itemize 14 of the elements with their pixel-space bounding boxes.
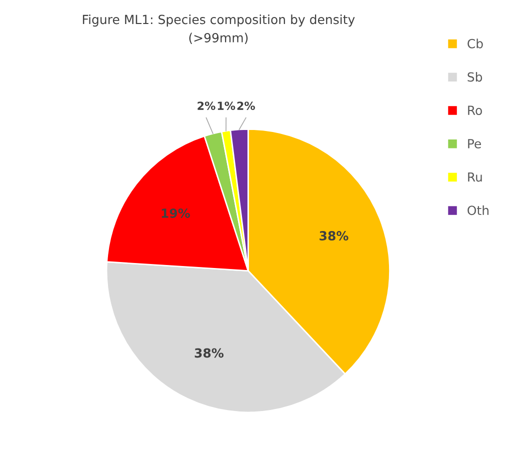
data-label: 38% bbox=[320, 231, 348, 241]
data-label: 19% bbox=[162, 208, 190, 218]
legend-label: Cb bbox=[468, 38, 483, 48]
legend-label: Ro bbox=[468, 106, 482, 116]
data-label: 2% bbox=[237, 102, 255, 110]
legend-label: Oth bbox=[468, 205, 488, 216]
chart-subtitle: (>99mm) bbox=[189, 32, 248, 44]
legend-label: Ru bbox=[468, 172, 482, 182]
chart-title: Figure ML1: Species composition by density bbox=[82, 14, 355, 27]
data-label: 38% bbox=[194, 348, 224, 358]
data-label: 2% bbox=[198, 102, 216, 110]
legend-label: Sb bbox=[468, 72, 482, 82]
legend-label: Pe bbox=[468, 139, 481, 148]
data-label: 1% bbox=[218, 102, 236, 110]
